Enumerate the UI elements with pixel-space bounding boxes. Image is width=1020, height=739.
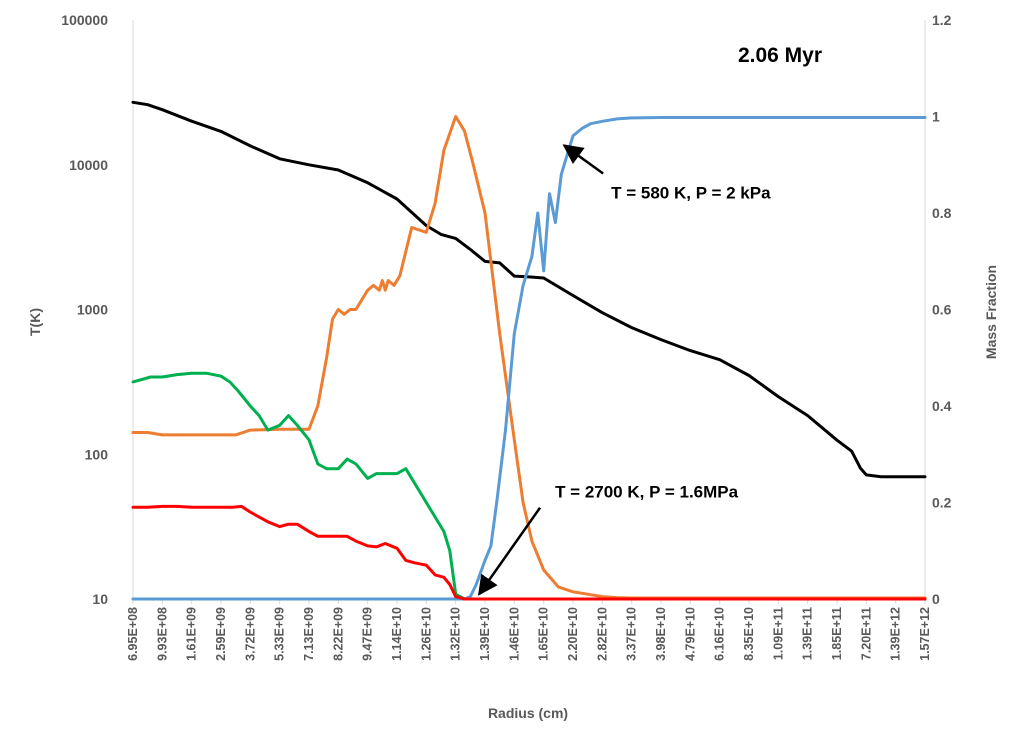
x-tick-label: 1.14E+10 [390,607,404,661]
x-tick-label: 1.65E+10 [537,607,551,661]
annotation-label: T = 2700 K, P = 1.6MPa [555,483,739,502]
y-left-tick-label: 1000 [77,302,108,318]
x-tick-label: 9.93E+08 [155,607,169,661]
x-tick-label: 3.72E+09 [243,607,257,661]
annotations: T = 580 K, P = 2 kPa T = 2700 K, P = 1.6M… [477,144,771,596]
x-axis-title: Radius (cm) [488,705,568,721]
x-tick-label: 3.98E+10 [654,607,668,661]
y-right-tick-label: 1 [932,109,940,125]
y-right-tick-label: 1.2 [932,12,952,28]
annotation-arrow [477,506,542,596]
x-tick-label: 9.47E+09 [361,607,375,661]
x-tick-label: 7.20E+11 [859,607,873,660]
y-left-tick-label: 100000 [61,12,108,28]
series-line-3 [131,116,927,601]
right-axis-ticks: 0 0.2 0.4 0.6 0.8 1 1.2 [932,12,952,607]
y-left-tick-label: 10 [92,591,108,607]
left-axis-ticks: 10 100 1000 10000 100000 [61,12,108,607]
x-tick-label: 3.37E+10 [625,607,639,661]
x-tick-label: 5.33E+09 [273,607,287,661]
y-right-tick-label: 0.4 [932,398,952,414]
x-tick-label: 2.82E+10 [595,607,609,661]
x-tick-label: 2.20E+10 [566,607,580,661]
x-tick-label: 8.22E+09 [331,607,345,661]
x-tick-label: 1.57E+12 [918,607,932,661]
x-tick-label: 1.39E+12 [889,607,903,661]
y-axis-left-title: T(K) [27,308,43,336]
x-axis-ticks: 6.95E+08 9.93E+08 1.61E+09 2.59E+09 3.72E+09… [126,599,932,661]
x-tick-label: 6.95E+08 [126,607,140,661]
series-line-1 [131,100,927,479]
y-axis-right-title: Mass Fraction [983,265,999,359]
x-tick-label: 1.26E+10 [419,607,433,661]
x-tick-label: 8.35E+10 [742,607,756,661]
x-tick-label: 1.32E+10 [449,607,463,661]
annotation-label: T = 580 K, P = 2 kPa [611,184,771,203]
x-tick-label: 1.61E+09 [185,607,199,661]
x-tick-label: 7.13E+09 [302,607,316,661]
series-line-2 [131,115,927,600]
series-group [131,100,927,601]
y-right-tick-label: 0.8 [932,205,952,221]
x-tick-label: 1.39E+10 [478,607,492,661]
x-tick-label: 1.39E+11 [801,607,815,660]
y-left-tick-label: 10000 [69,157,108,173]
y-right-tick-label: 0 [932,591,940,607]
chart-title: 2.06 Myr [738,44,822,67]
y-right-tick-label: 0.2 [932,495,952,511]
x-tick-label: 2.59E+09 [214,607,228,661]
annotation-arrow [562,144,604,175]
x-tick-label: 6.16E+10 [713,607,727,661]
y-left-tick-label: 100 [85,446,109,462]
x-tick-label: 4.79E+10 [683,607,697,661]
x-tick-label: 1.46E+10 [507,607,521,661]
y-right-tick-label: 0.6 [932,302,952,318]
x-tick-label: 1.85E+11 [830,607,844,660]
series-line-5 [131,504,927,601]
x-tick-label: 1.09E+11 [771,607,785,660]
series-line-4 [131,371,927,601]
